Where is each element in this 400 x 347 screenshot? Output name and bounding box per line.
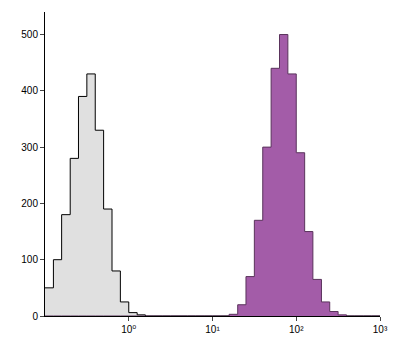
svg-text:10²: 10² xyxy=(289,324,304,335)
svg-text:10⁰: 10⁰ xyxy=(121,324,136,335)
svg-text:0: 0 xyxy=(32,311,38,322)
svg-text:100: 100 xyxy=(21,254,38,265)
svg-text:10³: 10³ xyxy=(373,324,388,335)
svg-text:200: 200 xyxy=(21,198,38,209)
svg-text:500: 500 xyxy=(21,29,38,40)
svg-text:300: 300 xyxy=(21,142,38,153)
svg-text:400: 400 xyxy=(21,85,38,96)
svg-text:10¹: 10¹ xyxy=(205,324,220,335)
